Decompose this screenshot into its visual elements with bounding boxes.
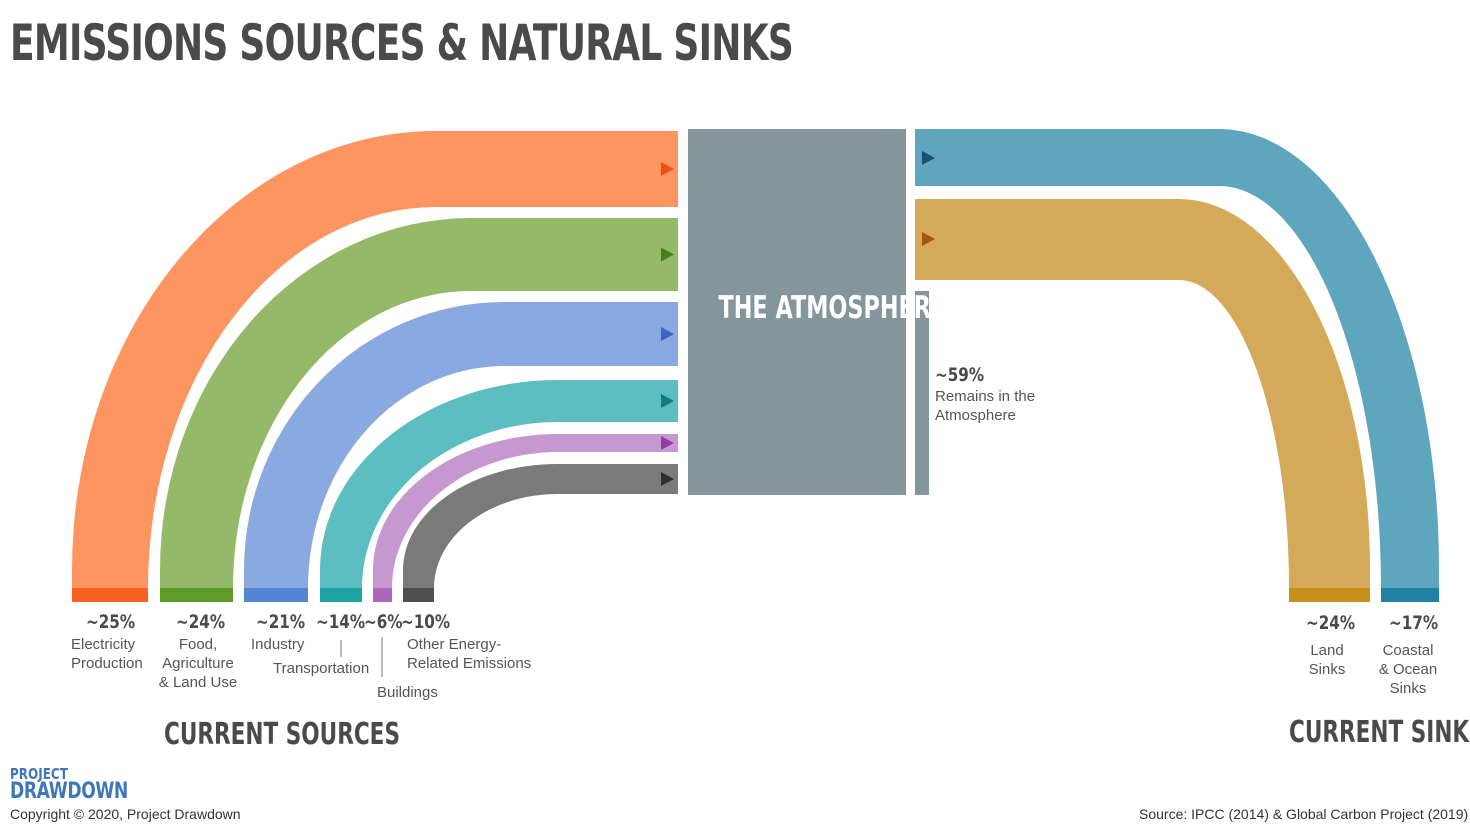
source-band-transportation	[320, 380, 678, 588]
source-arrow-buildings	[661, 436, 674, 450]
remains-label: Remains in the Atmosphere	[935, 388, 1036, 424]
source-band-electricity	[72, 131, 678, 588]
remains-percent: ~59%	[935, 364, 985, 386]
source-arrow-electricity	[661, 162, 674, 176]
source-arrow-industry	[661, 327, 674, 341]
source-arrow-transportation	[661, 394, 674, 408]
source-label-industry: Industry	[251, 636, 305, 653]
atmosphere-block	[688, 129, 906, 495]
source-label-other: Other Energy- Related Emissions	[407, 636, 532, 672]
source-percent-electricity: ~25%	[86, 611, 136, 633]
sink-arrow-ocean	[922, 151, 935, 165]
source-arrow-other	[661, 472, 674, 486]
sink-band-ocean	[915, 129, 1439, 588]
source-band-industry	[244, 302, 678, 588]
source-percent-industry: ~21%	[256, 611, 306, 633]
sink-base-land	[1289, 588, 1370, 602]
section-current-sources: CURRENT SOURCES	[164, 717, 401, 752]
source-base-electricity	[72, 588, 148, 602]
atmosphere-label: THE ATMOSPHERE	[718, 290, 947, 326]
source-label-transportation: Transportation	[273, 660, 370, 677]
source-percent-buildings: ~6%	[364, 611, 403, 633]
logo-line-drawdown: DRAWDOWN	[10, 779, 128, 804]
sink-label-ocean: Coastal & Ocean Sinks	[1378, 642, 1438, 697]
source-base-transportation	[320, 588, 362, 602]
sink-base-ocean	[1381, 588, 1439, 602]
sink-label-land: Land Sinks	[1308, 642, 1346, 678]
source-band-food	[160, 218, 678, 588]
source-percent-transportation: ~14%	[316, 611, 366, 633]
page-title: EMISSIONS SOURCES & NATURAL SINKS	[10, 14, 794, 72]
sink-percent-land: ~24%	[1306, 612, 1356, 634]
source-label-food: Food, Agriculture & Land Use	[158, 636, 238, 691]
source-label-buildings: Buildings	[377, 684, 438, 701]
source-arrow-food	[661, 247, 674, 262]
copyright-text: Copyright © 2020, Project Drawdown	[10, 806, 241, 822]
source-base-buildings	[373, 588, 392, 602]
source-base-industry	[244, 588, 308, 602]
source-note: Source: IPCC (2014) & Global Carbon Proj…	[1139, 806, 1469, 822]
sink-band-land	[915, 199, 1370, 588]
source-base-food	[160, 588, 233, 602]
source-label-electricity: Electricity Production	[71, 636, 143, 672]
source-band-buildings	[373, 434, 678, 588]
sink-arrow-land	[922, 232, 935, 246]
source-base-other	[403, 588, 434, 602]
source-percent-other: ~10%	[401, 611, 451, 633]
source-band-other	[403, 464, 678, 588]
logo-line-project: PROJECT	[10, 765, 68, 783]
section-current-sinks: CURRENT SINKS	[1289, 715, 1470, 750]
source-percent-food: ~24%	[176, 611, 226, 633]
sink-percent-ocean: ~17%	[1389, 612, 1439, 634]
remains-bar	[915, 291, 929, 495]
